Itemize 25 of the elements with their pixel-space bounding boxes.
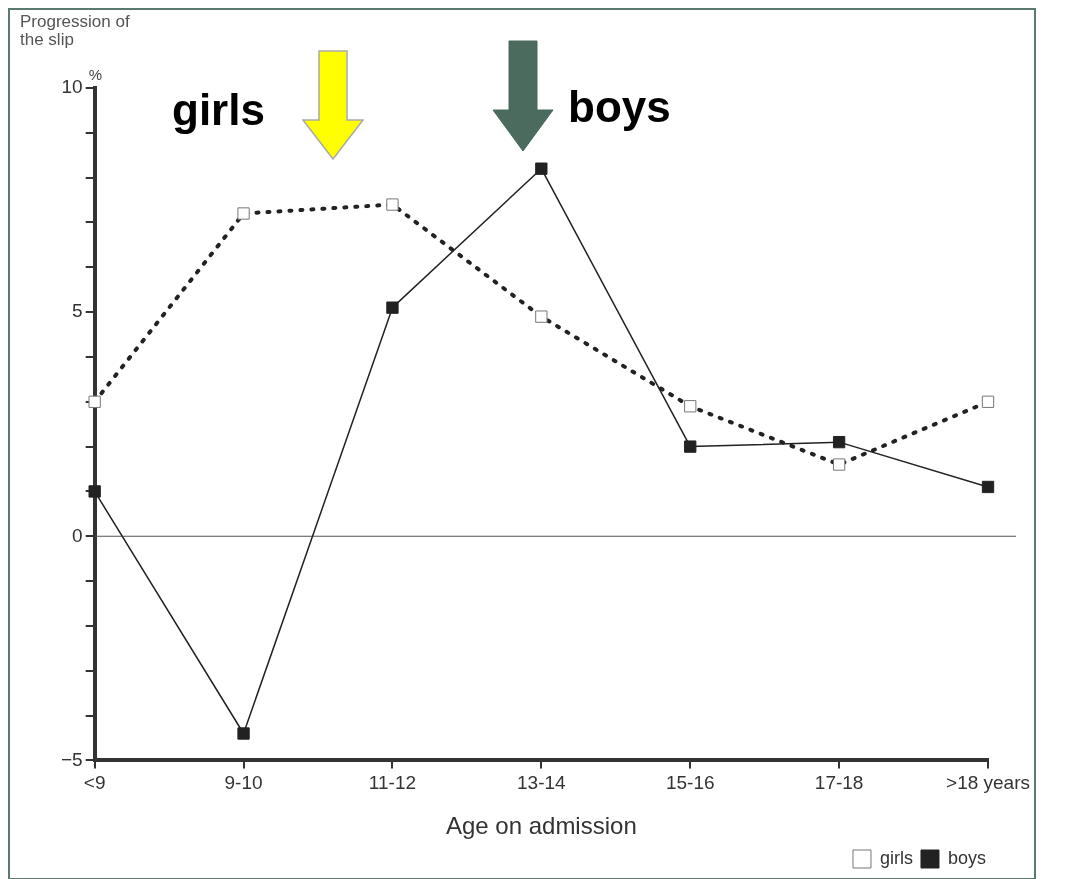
x-tick-label: 13-14: [517, 772, 567, 794]
y-tick-label: −5: [60, 748, 83, 770]
point: [684, 440, 697, 453]
x-tick-label: <9: [83, 772, 106, 794]
point: [88, 485, 101, 498]
legend-label: girls: [879, 847, 913, 868]
y-tick-label: 10: [61, 76, 83, 98]
legend-label: boys: [947, 847, 987, 868]
x-tick-label: 15-16: [665, 772, 715, 794]
y-tick-label: 5: [72, 300, 83, 322]
point: [981, 480, 995, 494]
x-tick-label: >18 years: [946, 772, 1031, 794]
y-tick-label: 0: [72, 524, 83, 546]
point: [832, 435, 846, 449]
point: [237, 727, 250, 740]
x-tick-label: 11-12: [368, 772, 417, 794]
y-axis-title: Progression of the slip: [20, 11, 130, 49]
point: [386, 301, 399, 314]
annotation: girls: [172, 85, 265, 135]
x-axis-title: Age on admission: [445, 812, 637, 840]
x-tick-label: 17-18: [814, 772, 864, 794]
point: [535, 162, 548, 175]
text: %: [88, 66, 103, 84]
annotation: boys: [568, 82, 671, 132]
x-tick-label: 9-10: [224, 772, 263, 794]
